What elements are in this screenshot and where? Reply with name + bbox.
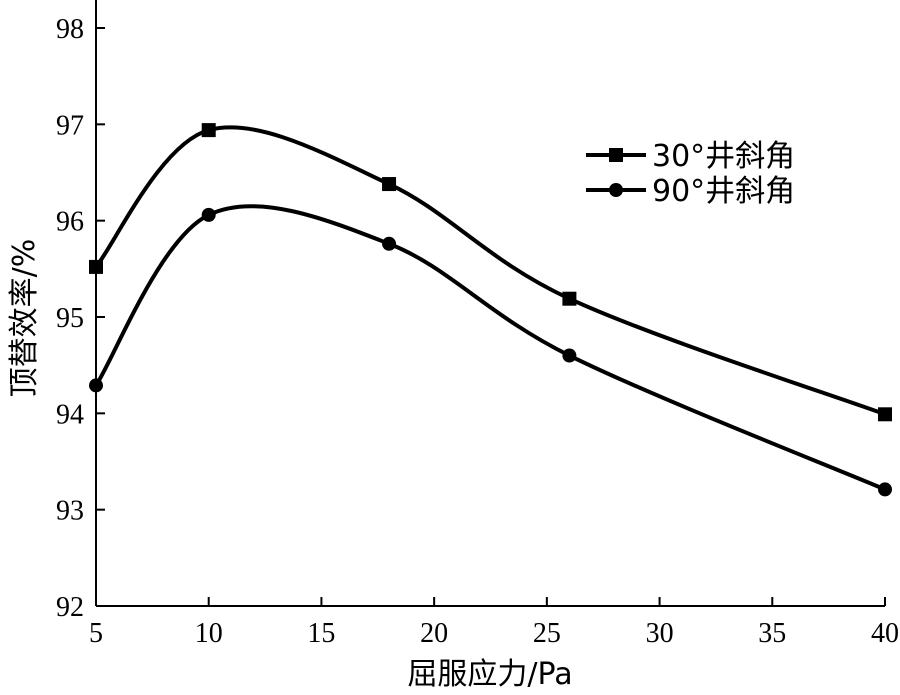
series-1-point [878, 407, 892, 422]
series-line-1 [94, 125, 886, 417]
legend-label-1: 30°井斜角 [652, 139, 795, 174]
x-tick-label: 10 [195, 618, 223, 649]
series-2-point [562, 348, 577, 363]
x-tick-label: 20 [420, 618, 448, 649]
y-tick-label: 93 [56, 496, 84, 527]
x-tick-label: 30 [646, 618, 674, 649]
x-tick-label: 25 [533, 618, 561, 649]
y-tick-label: 97 [56, 110, 84, 141]
x-tick-label: 35 [758, 618, 786, 649]
series-1-point [562, 291, 577, 306]
series-line-2 [94, 204, 886, 492]
legend-label-2: 90°井斜角 [652, 174, 795, 209]
series-2-point [89, 378, 103, 393]
y-tick-label: 92 [56, 592, 84, 623]
x-tick-label: 5 [89, 618, 103, 649]
y-axis-title: 顶替效率/% [7, 239, 42, 398]
series-2-point [201, 207, 216, 222]
y-tick-label: 95 [56, 303, 84, 334]
legend-marker-1 [609, 148, 623, 162]
legend-marker-2 [609, 183, 623, 197]
x-axis-title: 屈服应力/Pa [407, 657, 572, 692]
series-1-point [382, 177, 397, 192]
y-tick-label: 96 [56, 207, 84, 238]
x-tick-label: 15 [307, 618, 335, 649]
series-1-point [89, 259, 103, 274]
x-tick-label: 40 [871, 618, 899, 649]
series-2-point [382, 236, 397, 251]
y-tick-label: 98 [56, 14, 84, 45]
y-tick-label: 94 [56, 399, 84, 430]
series-2-point [878, 482, 892, 497]
series-1-point [201, 123, 216, 138]
